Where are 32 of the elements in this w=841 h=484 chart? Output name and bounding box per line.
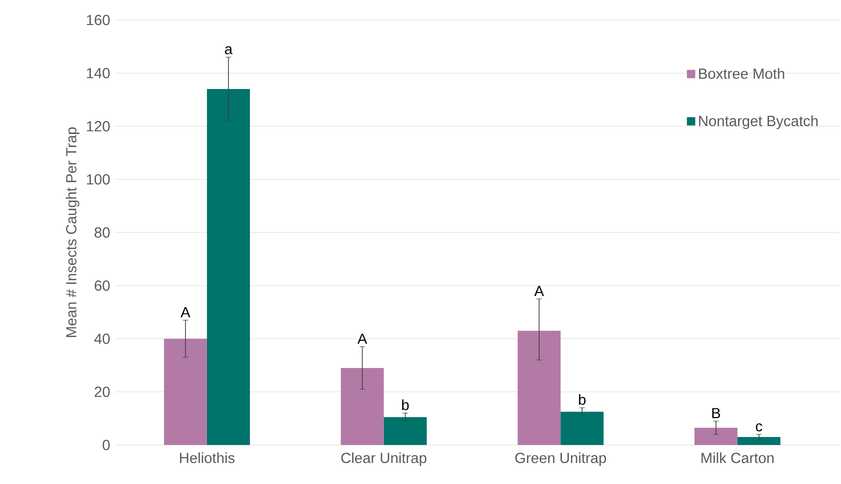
y-tick-label: 100 [86, 174, 110, 185]
bar [737, 437, 780, 445]
legend-label: Nontarget Bycatch [699, 115, 818, 130]
y-tick-label: 0 [102, 440, 110, 450]
x-tick-label: Clear Unitrap [341, 452, 426, 466]
annotation: A [357, 334, 368, 344]
bar [560, 412, 604, 445]
x-tick-label: Heliothis [180, 452, 235, 464]
y-tick-label: 20 [94, 386, 110, 398]
y-tick-label: 60 [94, 280, 110, 291]
annotation: a [224, 46, 233, 54]
bar [384, 417, 427, 445]
y-tick-label: 160 [86, 14, 110, 26]
annotation: b [402, 399, 409, 410]
bar [518, 330, 561, 445]
legend-label: Boxtree Moth [699, 68, 784, 79]
y-tick-label: 40 [94, 334, 110, 344]
bar [206, 89, 250, 445]
y-axis-title: Mean # Insects Caught Per Trap [66, 127, 80, 337]
y-tick-label: 120 [86, 121, 110, 132]
annotation: A [534, 286, 544, 296]
annotation: b [578, 394, 586, 405]
annotation: B [712, 408, 720, 418]
bar [694, 428, 738, 445]
annotation: c [756, 423, 762, 432]
y-tick-label: 80 [94, 227, 110, 238]
y-tick-label: 140 [86, 68, 110, 78]
bar [340, 368, 384, 445]
annotation: A [180, 307, 190, 318]
x-tick-label: Milk Carton [702, 452, 774, 464]
bar [164, 338, 207, 445]
x-tick-label: Green Unitrap [515, 452, 606, 466]
